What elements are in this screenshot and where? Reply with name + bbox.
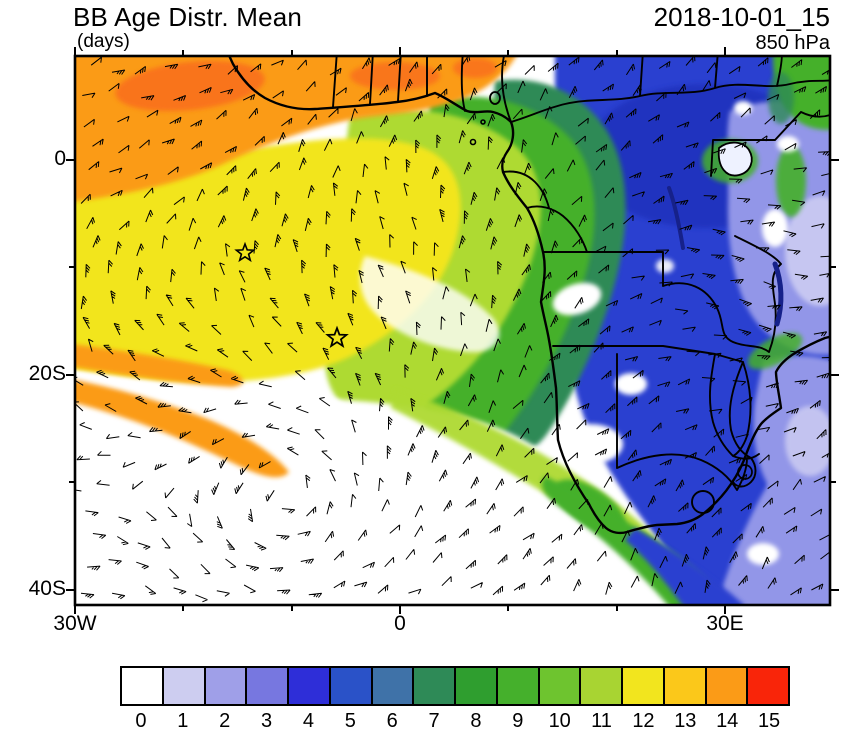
colorbar-label-1: 1	[177, 710, 189, 732]
colorbar-labels: 0 1 2 3 4 5 6 7 8 9 10 11 12 13 14 15	[120, 710, 790, 733]
colorbar-label-11: 11	[591, 710, 612, 732]
colorbar-label-2: 2	[219, 710, 231, 732]
x-axis-label-30W: 30W	[53, 612, 97, 635]
colorbar-label-9: 9	[512, 710, 524, 732]
wind-barbs-layer	[75, 56, 830, 603]
colorbar-cell-13	[664, 668, 707, 704]
sao-tome-island	[469, 138, 477, 146]
colorbar-label-0: 0	[135, 710, 147, 732]
bioko-island	[489, 91, 501, 105]
colorbar-label-8: 8	[470, 710, 482, 732]
plot-frame	[73, 54, 832, 607]
colorbar-cell-0	[122, 668, 164, 704]
plot-units-label: (days)	[77, 31, 130, 52]
lake-victoria	[717, 141, 753, 177]
y-axis-label-0: 0	[54, 147, 66, 170]
colorbar-label-12: 12	[632, 710, 655, 732]
colorbar-cell-10	[539, 668, 582, 704]
colorbar-cell-7	[414, 668, 456, 704]
colorbar-cell-14	[706, 668, 749, 704]
lesotho-border	[691, 490, 715, 514]
valid-datetime: 2018-10-01_15	[653, 2, 830, 32]
pressure-level: 850 hPa	[755, 32, 830, 54]
colorbar-label-15: 15	[757, 710, 781, 732]
colorbar-label-6: 6	[386, 710, 398, 732]
lake-tanganyika	[667, 186, 685, 250]
lake-malawi	[772, 261, 784, 327]
plot-title: BB Age Distr. Mean	[73, 2, 303, 32]
colorbar	[120, 666, 790, 706]
swaziland-border	[737, 464, 753, 480]
colorbar-cell-2	[205, 668, 248, 704]
y-axis-label-40S: 40S	[28, 577, 66, 600]
colorbar-label-4: 4	[302, 710, 314, 732]
x-axis-label-30E: 30E	[706, 612, 744, 635]
colorbar-cell-6	[372, 668, 415, 704]
age-field-layer	[75, 56, 830, 605]
colorbar-cell-4	[289, 668, 331, 704]
colorbar-cell-5	[330, 668, 373, 704]
colorbar-label-13: 13	[674, 710, 697, 732]
axis-ticks	[66, 47, 839, 614]
colorbar-label-5: 5	[344, 710, 356, 732]
colorbar-cell-3	[247, 668, 289, 704]
colorbar-cell-1	[163, 668, 206, 704]
colorbar-label-7: 7	[428, 710, 440, 732]
colorbar-cell-11	[581, 668, 623, 704]
x-axis-label-0: 0	[394, 612, 406, 635]
y-axis-label-20S: 20S	[28, 362, 66, 385]
colorbar-label-3: 3	[261, 710, 273, 732]
colorbar-cell-15	[748, 668, 788, 704]
colorbar-cell-8	[456, 668, 498, 704]
coastline-borders	[227, 56, 830, 535]
principe-island	[480, 119, 486, 125]
colorbar-label-14: 14	[716, 710, 739, 732]
colorbar-cell-12	[623, 668, 665, 704]
coastline	[227, 56, 830, 535]
colorbar-cell-9	[497, 668, 540, 704]
colorbar-label-10: 10	[548, 710, 571, 732]
